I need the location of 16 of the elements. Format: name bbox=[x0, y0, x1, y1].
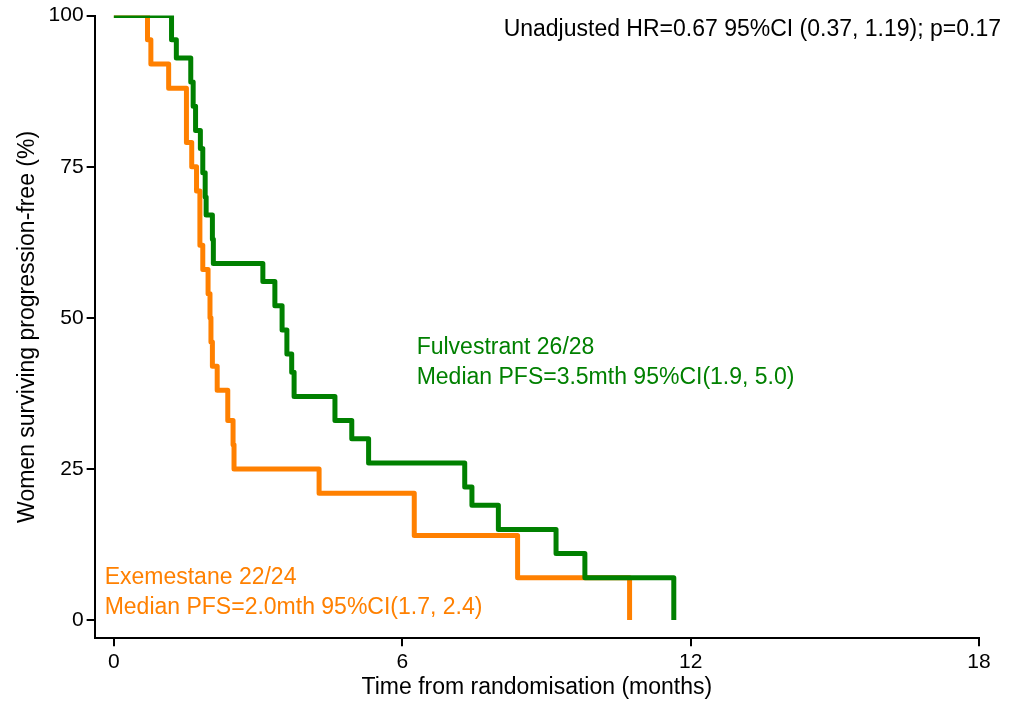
y-tick-label: 100 bbox=[48, 2, 84, 26]
y-tick-label: 0 bbox=[71, 606, 84, 630]
text: Fulvestrant 26/28 bbox=[416, 333, 595, 360]
x-tick-label: 12 bbox=[678, 648, 703, 672]
annotation: Median PFS=2.0mth 95%CI(1.7, 2.4) bbox=[104, 592, 483, 619]
y-tick-label: 75 bbox=[60, 153, 84, 177]
annotation: Median PFS=3.5mth 95%CI(1.9, 5.0) bbox=[416, 363, 795, 390]
x-tick-label: 18 bbox=[967, 648, 991, 672]
x-axis-title: Time from randomisation (months) bbox=[361, 672, 713, 699]
annotation: Unadjusted HR=0.67 95%CI (0.37, 1.19); p=0.17 bbox=[503, 14, 1001, 41]
y-axis-title: Women surviving progression-free (%) bbox=[13, 130, 40, 523]
x-tick-label: 0 bbox=[108, 648, 120, 672]
y-tick-label: 50 bbox=[60, 304, 84, 328]
x-tick-label: 6 bbox=[396, 648, 409, 672]
text: Exemestane 22/24 bbox=[104, 562, 297, 589]
y-tick-label: 25 bbox=[60, 455, 84, 479]
